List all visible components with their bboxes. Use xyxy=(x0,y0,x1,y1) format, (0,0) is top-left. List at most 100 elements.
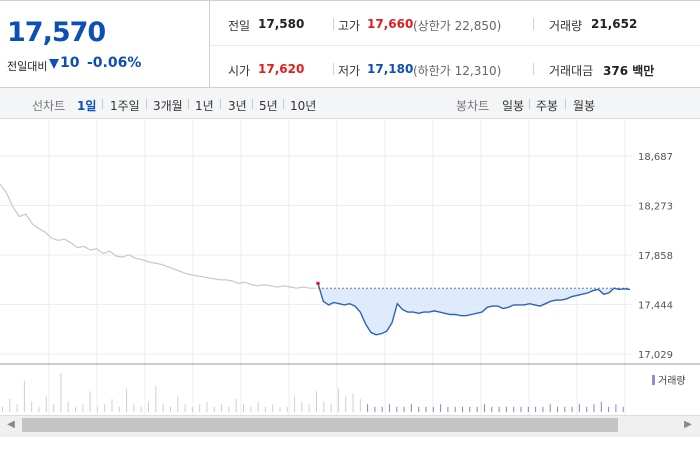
volume-bar xyxy=(352,393,354,412)
volume-bar xyxy=(484,404,485,412)
upper-limit-text: (상한가 22,850) xyxy=(413,19,502,33)
volume-bar xyxy=(586,406,588,412)
volume-bar xyxy=(177,396,179,412)
separator xyxy=(529,99,530,109)
open-label: 시가 xyxy=(228,64,251,78)
volume-bar xyxy=(491,406,493,412)
today-price-line xyxy=(317,283,631,336)
separator xyxy=(283,99,284,109)
volume-bar xyxy=(191,406,193,412)
summary-divider xyxy=(210,45,700,46)
volume-bar xyxy=(557,406,558,412)
volume-bar xyxy=(622,406,624,412)
volume-bar xyxy=(148,401,149,412)
volume-bar xyxy=(396,406,398,412)
volume-bar xyxy=(170,406,171,412)
open-marker xyxy=(316,281,320,286)
volume-bar xyxy=(520,406,522,412)
tab-5year[interactable]: 5년 xyxy=(259,99,278,113)
volume-bar xyxy=(9,399,11,412)
volume-bar xyxy=(89,391,91,412)
volume-bar xyxy=(476,406,478,412)
volume-bar xyxy=(140,406,142,412)
volume-bar xyxy=(60,373,62,412)
price-tick-label: 17,029 xyxy=(638,350,673,361)
volume-bar xyxy=(513,406,515,412)
volume-bar xyxy=(571,406,573,412)
volume-bar xyxy=(469,406,471,412)
volume-bar xyxy=(118,406,120,412)
separator xyxy=(188,99,189,109)
volume-bar xyxy=(316,391,317,412)
chart-period-tabs: 선차트 1일 1주일 3개월 1년 3년 5년 10년 봉차트 일봉 주봉 월봉 xyxy=(0,88,700,119)
volume-bar xyxy=(221,404,223,412)
volume-bar xyxy=(126,388,128,412)
volume-bar xyxy=(96,406,98,412)
volume-bar xyxy=(228,406,230,412)
volume-bar xyxy=(279,406,281,412)
separator xyxy=(533,63,534,75)
volume-bar xyxy=(235,399,237,412)
tab-weekly-candle[interactable]: 주봉 xyxy=(536,99,559,113)
volume-bar xyxy=(206,401,208,412)
volume-bar xyxy=(286,406,288,412)
tab-10year[interactable]: 10년 xyxy=(290,99,317,113)
volume-bar xyxy=(425,406,427,412)
volume-bar xyxy=(272,404,274,412)
volume-bar xyxy=(454,406,456,412)
volume-bar xyxy=(104,404,106,412)
price-tick-label: 18,687 xyxy=(638,152,673,163)
volume-legend-label: 거래량 xyxy=(658,375,686,387)
scroll-left-arrow-icon[interactable]: ◀ xyxy=(7,419,15,430)
volume-bar xyxy=(155,386,157,412)
volume-bar xyxy=(608,406,610,412)
separator xyxy=(252,99,253,109)
volume-bar xyxy=(337,388,339,412)
line-chart-label: 선차트 xyxy=(32,99,66,113)
tab-daily-candle[interactable]: 일봉 xyxy=(502,99,525,113)
tab-3year[interactable]: 3년 xyxy=(228,99,247,113)
volume-bar xyxy=(505,406,507,412)
current-price: 17,570 xyxy=(7,17,106,48)
lower-limit-text: (하한가 12,310) xyxy=(413,64,502,78)
volume-bar xyxy=(615,404,617,412)
volume-bar xyxy=(257,401,259,412)
volume-bar xyxy=(213,406,215,412)
volume-bar xyxy=(564,406,566,412)
high-label: 고가 xyxy=(338,19,361,33)
volume-label: 거래량 xyxy=(549,19,583,33)
volume-legend-marker xyxy=(652,375,655,385)
volume-bar xyxy=(535,406,537,412)
tab-3month[interactable]: 3개월 xyxy=(153,99,183,113)
tab-1day[interactable]: 1일 xyxy=(77,99,97,113)
volume-bar xyxy=(308,404,310,412)
high-value: 17,660 xyxy=(367,17,414,31)
scroll-right-arrow-icon[interactable]: ▶ xyxy=(684,419,692,430)
volume-bar xyxy=(403,406,405,412)
chart-scrollbar-thumb[interactable] xyxy=(22,418,618,432)
volume-bar xyxy=(45,396,47,412)
volume-bar xyxy=(199,404,201,412)
volume-bar xyxy=(38,406,40,412)
diff-label: 전일대비 xyxy=(7,60,48,73)
volume-bar xyxy=(162,404,164,412)
volume-bar xyxy=(264,406,266,412)
volume-bar xyxy=(542,406,544,412)
volume-value: 21,652 xyxy=(591,17,638,31)
low-value: 17,180 xyxy=(367,62,414,76)
separator xyxy=(333,18,334,30)
volume-bar xyxy=(549,404,551,412)
volume-bar xyxy=(367,404,369,412)
volume-bar xyxy=(381,406,383,412)
volume-bar xyxy=(600,401,602,412)
tab-1week[interactable]: 1주일 xyxy=(110,99,140,113)
volume-bar xyxy=(250,406,252,412)
separator xyxy=(102,99,103,109)
tab-1year[interactable]: 1년 xyxy=(195,99,214,113)
separator xyxy=(565,99,566,109)
price-tick-label: 17,444 xyxy=(638,300,673,311)
intraday-price-chart: 18,687 18,273 17,858 17,444 17,029 거래량 xyxy=(0,120,700,415)
today-area-fill xyxy=(318,283,630,335)
tab-monthly-candle[interactable]: 월봉 xyxy=(573,99,596,113)
separator xyxy=(146,99,147,109)
